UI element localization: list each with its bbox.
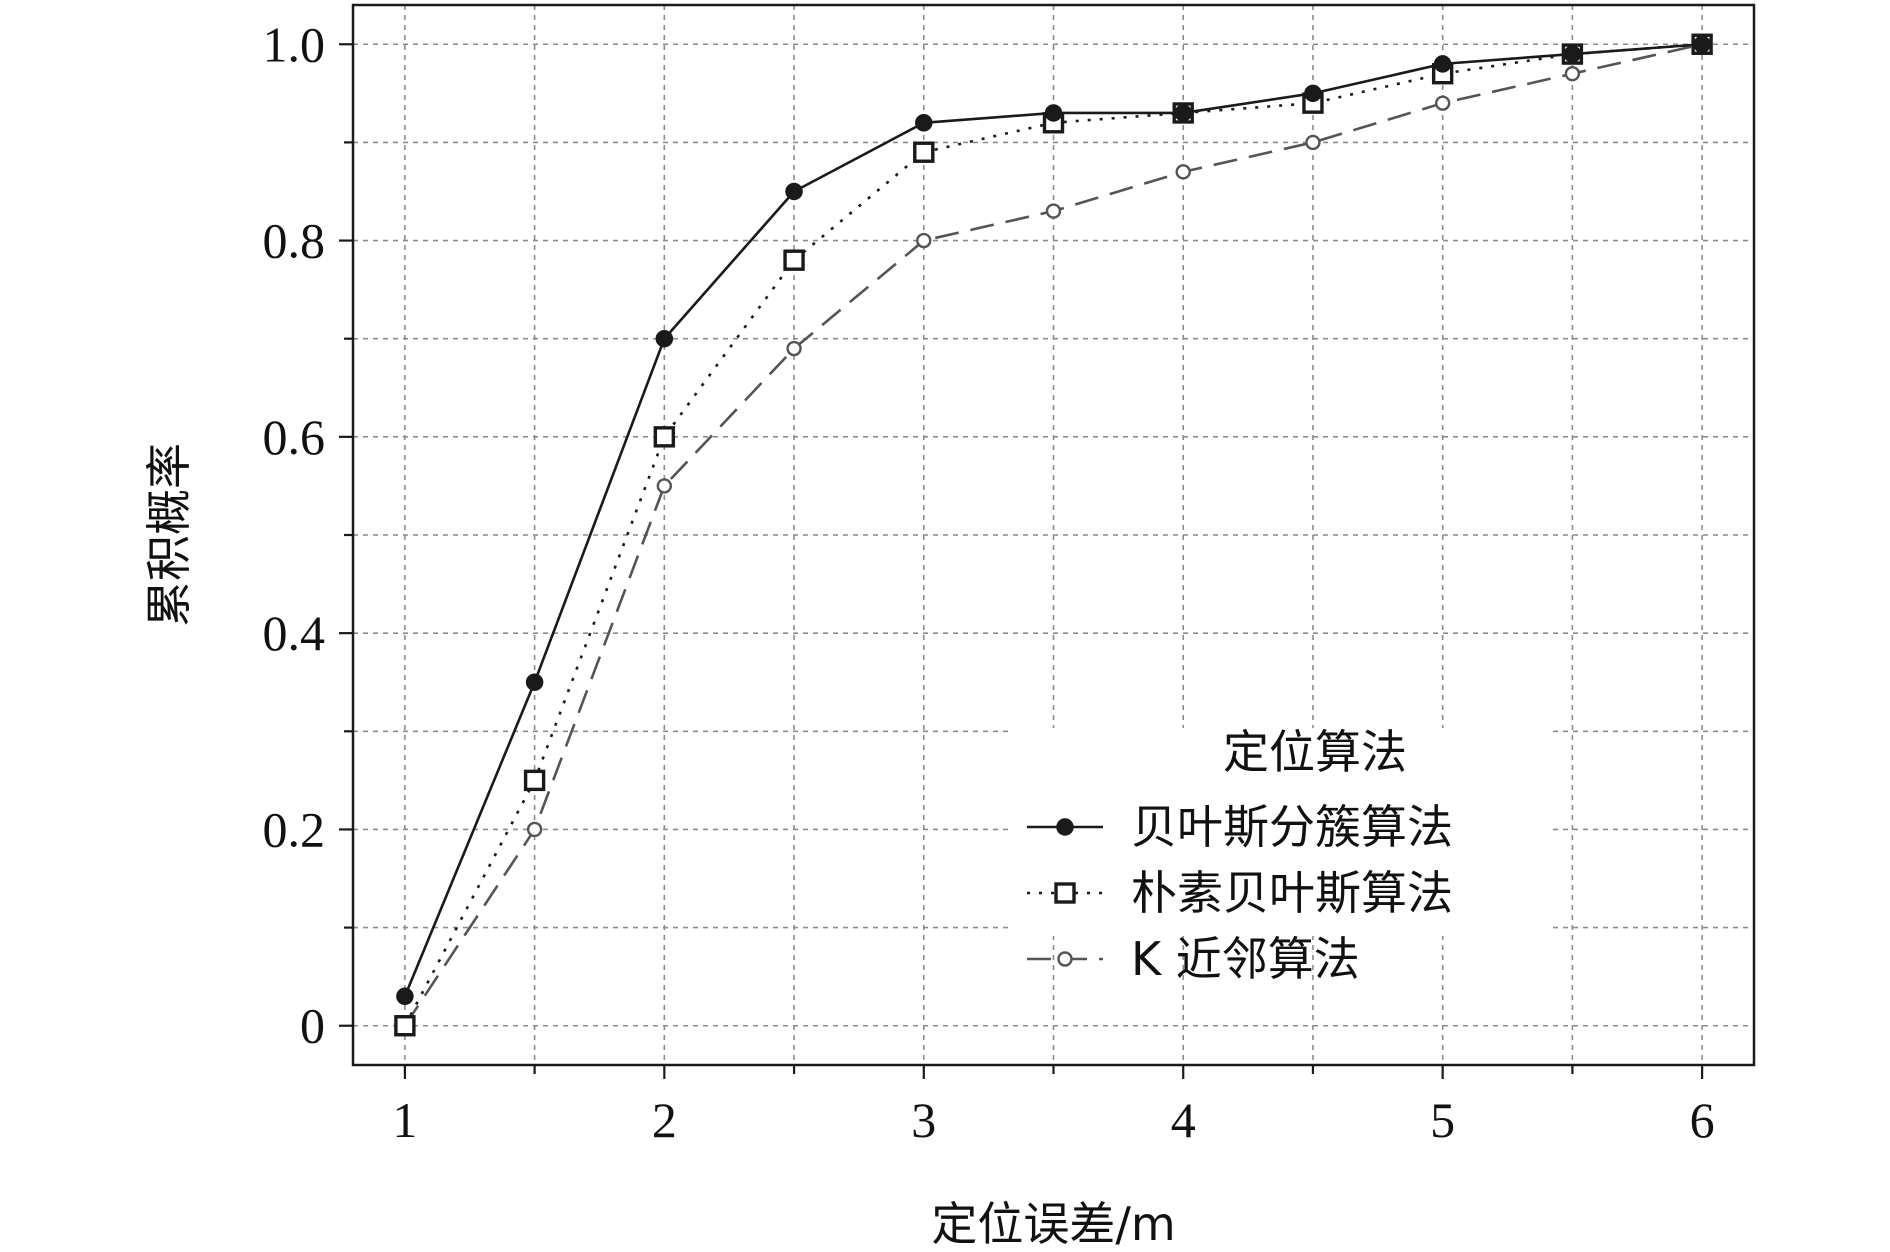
- x-axis-label: 定位误差/m: [931, 1197, 1175, 1251]
- data-point: [1304, 84, 1322, 103]
- legend-label: 贝叶斯分簇算法: [1131, 800, 1453, 854]
- data-point: [525, 673, 544, 691]
- y-tick-label: 0.8: [263, 213, 326, 269]
- data-point: [1174, 104, 1192, 122]
- legend-label: 朴素贝叶斯算法: [1131, 866, 1453, 920]
- legend-box: [1010, 728, 1548, 936]
- x-tick-label: 6: [1690, 1092, 1715, 1148]
- y-axis-label: 累积概率: [142, 443, 196, 627]
- data-point: [916, 232, 932, 249]
- series-group: [394, 33, 1713, 1037]
- data-point: [913, 141, 935, 163]
- x-tick-label: 3: [911, 1092, 936, 1148]
- data-point: [526, 821, 543, 838]
- legend-marker: [1054, 882, 1076, 904]
- data-point: [785, 182, 803, 201]
- data-point: [1433, 55, 1452, 73]
- data-point: [655, 329, 674, 348]
- axes: 1 2 3 4 5 6 0 0.2 0.4 0.6 0.8 1.0: [263, 16, 1715, 1148]
- data-point: [1045, 203, 1062, 219]
- legend-marker: [1056, 818, 1074, 836]
- data-point: [396, 987, 414, 1006]
- data-point: [783, 249, 805, 271]
- x-tick-label: 2: [652, 1092, 677, 1148]
- y-tick-label: 0.6: [263, 409, 326, 465]
- x-tick-label: 5: [1430, 1092, 1455, 1148]
- data-point: [1175, 164, 1191, 180]
- legend-marker: [1057, 951, 1073, 967]
- data-point: [656, 478, 673, 494]
- data-point: [1044, 104, 1063, 122]
- x-tick-label: 1: [392, 1092, 417, 1148]
- data-point: [786, 340, 802, 357]
- legend-title: 定位算法: [1223, 725, 1407, 779]
- data-point: [1434, 95, 1451, 111]
- series-3: [397, 36, 1710, 1034]
- data-point: [1564, 66, 1581, 82]
- data-point: [653, 426, 676, 448]
- y-tick-label: 0.2: [263, 801, 326, 857]
- data-point: [915, 114, 933, 132]
- data-point: [523, 769, 546, 792]
- y-tick-label: 0.4: [263, 605, 326, 661]
- data-point: [1693, 35, 1711, 54]
- y-tick-label: 1.0: [263, 16, 326, 72]
- y-tick-label: 0: [300, 998, 325, 1054]
- legend-label: K 近邻算法: [1131, 932, 1360, 986]
- x-tick-label: 4: [1171, 1092, 1196, 1148]
- series-1: [396, 35, 1711, 1006]
- data-point: [1563, 45, 1582, 63]
- data-point: [1305, 134, 1321, 151]
- data-point: [394, 1015, 416, 1037]
